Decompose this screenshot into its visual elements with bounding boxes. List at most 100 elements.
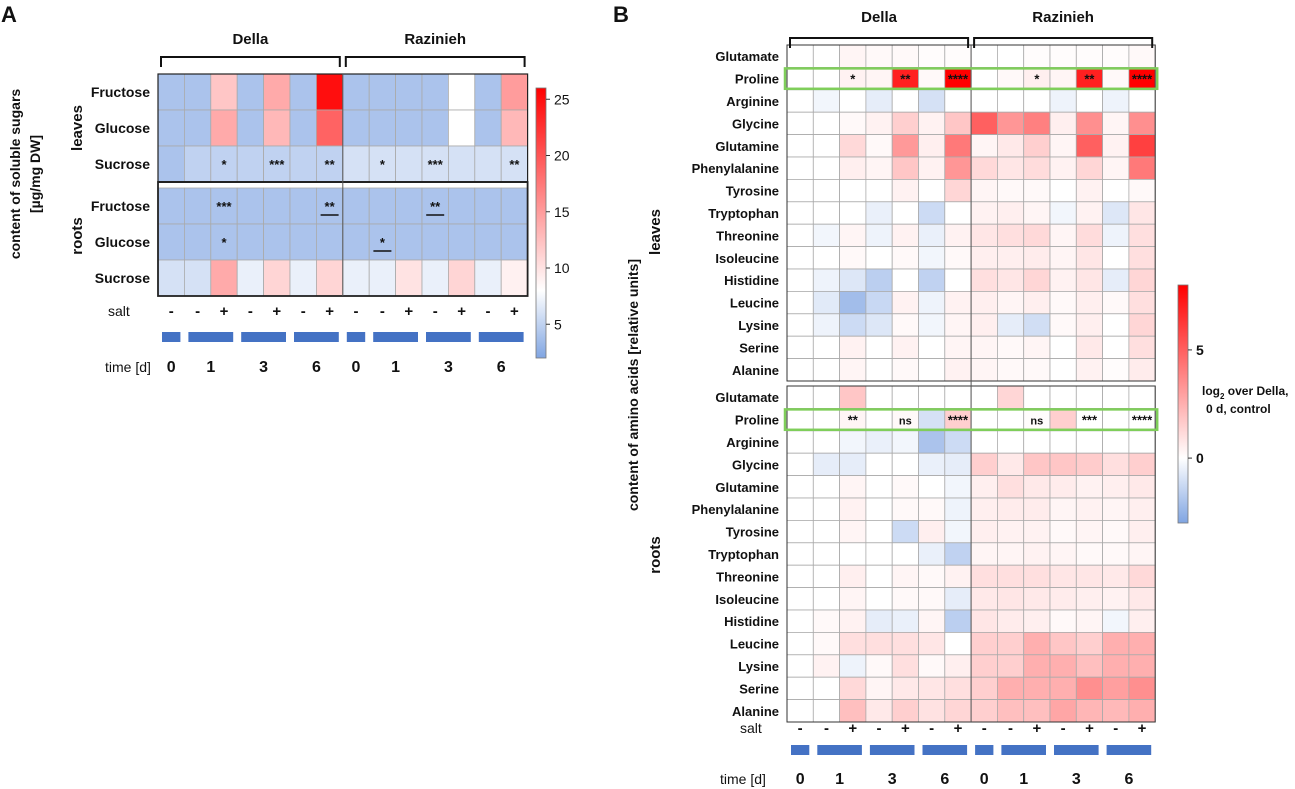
heatmap-cell	[183, 73, 212, 111]
heatmap-cell	[210, 73, 238, 111]
heatmap-cell	[812, 542, 840, 566]
heatmap-cell	[368, 73, 397, 111]
heatmap-cell	[839, 542, 867, 566]
heatmap-cell	[500, 109, 529, 147]
heatmap-cell	[812, 452, 840, 477]
heatmap-cell	[786, 134, 814, 158]
heatmap-cell	[918, 89, 946, 113]
group-bracket	[973, 37, 1154, 48]
significance-label: ****	[1132, 72, 1153, 87]
row-label: Isoleucine	[715, 251, 779, 266]
color-scale-bar	[1177, 284, 1189, 524]
salt-sign: -	[1008, 720, 1013, 737]
heatmap-cell	[474, 109, 502, 147]
heatmap-cell	[839, 497, 867, 521]
heatmap-cell	[1102, 201, 1130, 225]
heatmap-cell	[342, 259, 370, 297]
time-bar	[817, 745, 862, 755]
heatmap-cell	[1102, 632, 1130, 656]
heatmap-cell	[1023, 89, 1051, 113]
heatmap-cell	[786, 67, 814, 91]
heatmap-cell	[500, 259, 529, 297]
heatmap-cell	[865, 268, 893, 292]
row-label: Glutamate	[715, 390, 779, 405]
heatmap-cell	[183, 187, 212, 225]
heatmap-cell	[421, 73, 449, 111]
salt-sign: -	[982, 720, 987, 737]
time-tick: 3	[259, 359, 268, 376]
heatmap-cell	[865, 542, 893, 566]
heatmap-cell	[1128, 223, 1156, 247]
heatmap-cell	[1049, 313, 1077, 337]
salt-sign: +	[1032, 720, 1041, 737]
heatmap-cell	[865, 335, 893, 360]
heatmap-cell	[786, 699, 814, 723]
heatmap-cell	[891, 520, 919, 544]
heatmap-cell	[1102, 542, 1130, 566]
salt-sign: +	[325, 303, 334, 320]
heatmap-cell	[970, 156, 998, 180]
time-tick: 3	[1072, 771, 1081, 788]
panel-letter: B	[613, 2, 629, 27]
significance-label: **	[325, 157, 336, 172]
heatmap-cell	[918, 67, 946, 91]
heatmap-cell	[786, 632, 814, 656]
heatmap-cell	[865, 452, 893, 477]
heatmap-cell	[1128, 430, 1156, 454]
significance-label: ***	[269, 157, 285, 172]
row-label: Arginine	[726, 94, 779, 109]
heatmap-cell	[812, 699, 840, 723]
heatmap-cell	[918, 111, 946, 135]
heatmap-cell	[210, 109, 238, 147]
heatmap-cell	[1049, 156, 1077, 180]
heatmap-cell	[1075, 44, 1104, 68]
heatmap-cell	[944, 520, 972, 544]
heatmap-cell	[1023, 430, 1051, 454]
time-tick: 3	[444, 359, 453, 376]
y-axis-label-line2: [µg/mg DW]	[27, 135, 43, 213]
heatmap-cell	[236, 223, 264, 261]
scale-tick-label: 5	[1196, 342, 1204, 358]
heatmap-cell	[1075, 201, 1104, 225]
heatmap-cell	[812, 385, 840, 409]
significance-label: *	[380, 235, 386, 250]
heatmap-cell	[891, 497, 919, 521]
heatmap-cell	[865, 44, 893, 68]
heatmap-cell	[368, 259, 397, 297]
heatmap-cell	[944, 654, 972, 678]
heatmap-cell	[1102, 134, 1130, 158]
heatmap-cell	[997, 134, 1025, 158]
heatmap-cell	[1023, 497, 1051, 521]
heatmap-cell	[865, 313, 893, 337]
heatmap-cell	[812, 587, 840, 611]
heatmap-cell	[944, 699, 972, 723]
heatmap-cell	[997, 201, 1025, 225]
significance-label: ***	[428, 157, 444, 172]
heatmap-cell	[997, 632, 1025, 656]
heatmap-cell	[839, 156, 867, 180]
heatmap-cell	[839, 475, 867, 499]
heatmap-cell	[1075, 452, 1104, 477]
significance-label: **	[509, 157, 520, 172]
heatmap-cell	[1049, 178, 1077, 203]
heatmap-cell	[1102, 290, 1130, 315]
salt-sign: +	[901, 720, 910, 737]
heatmap-cell	[1049, 358, 1077, 382]
heatmap-cell	[812, 676, 840, 701]
heatmap-cell	[1102, 609, 1130, 633]
heatmap-cell	[970, 609, 998, 633]
heatmap-cell	[263, 73, 291, 111]
heatmap-cell	[812, 268, 840, 292]
heatmap-cell	[865, 699, 893, 723]
heatmap-cell	[500, 187, 529, 225]
heatmap-cell	[1102, 587, 1130, 611]
salt-sign: -	[433, 303, 438, 320]
salt-sign: +	[1138, 720, 1147, 737]
time-tick: 1	[391, 359, 400, 376]
heatmap-cell	[944, 587, 972, 611]
heatmap-cell	[1075, 497, 1104, 521]
heatmap-cell	[865, 385, 893, 409]
heatmap-cell	[1128, 452, 1156, 477]
heatmap-cell	[891, 542, 919, 566]
heatmap-cell	[1102, 564, 1130, 589]
